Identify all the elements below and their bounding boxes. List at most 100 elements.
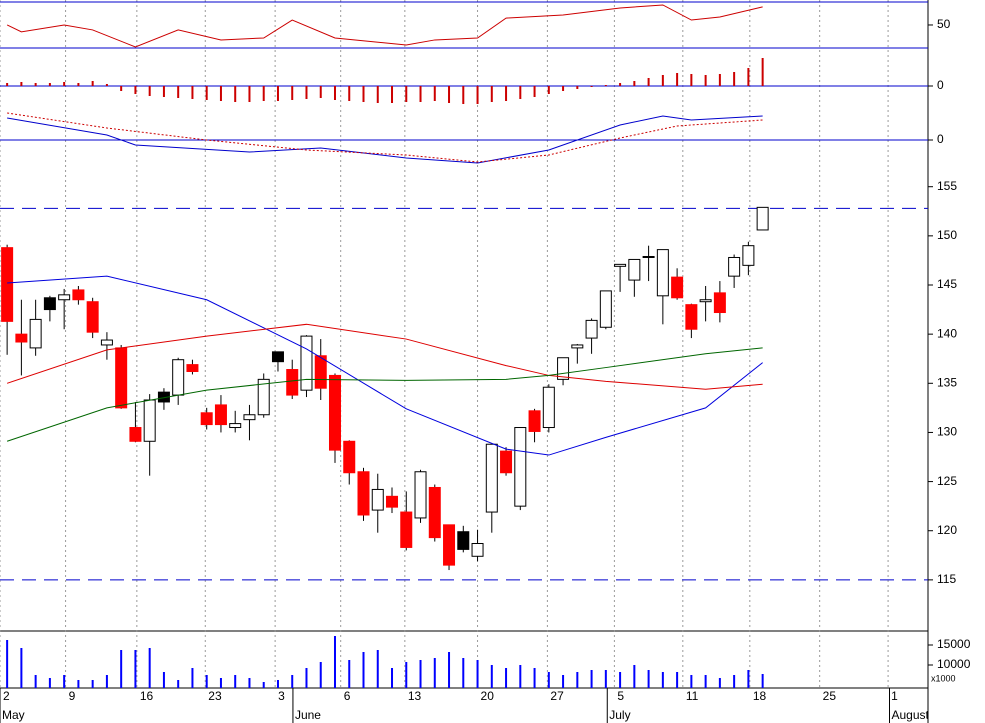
bar: [733, 675, 736, 688]
bar: [248, 86, 251, 102]
bar: [604, 85, 607, 86]
candle-body: [115, 347, 128, 409]
bar: [177, 86, 180, 98]
bar: [48, 83, 51, 86]
candle-body: [200, 412, 213, 426]
bar: [77, 680, 80, 688]
bar: [348, 660, 351, 688]
bar: [291, 86, 294, 100]
bar: [718, 74, 721, 86]
bar: [248, 678, 251, 688]
bar: [562, 86, 565, 91]
bar: [305, 668, 308, 688]
bar: [676, 73, 679, 86]
bar: [6, 640, 9, 688]
bar: [276, 86, 279, 101]
bar: [462, 86, 465, 104]
bar: [462, 658, 465, 688]
bar: [633, 81, 636, 86]
bar: [162, 672, 165, 688]
bar: [647, 670, 650, 688]
bar: [619, 672, 622, 688]
bar: [148, 86, 151, 96]
candle-body: [485, 443, 498, 513]
candle-body: [428, 486, 441, 539]
candle-body: [343, 440, 356, 474]
candle-body: [642, 255, 655, 258]
y-tick-label: 0: [937, 78, 944, 92]
candle-body: [386, 495, 399, 508]
candle-body: [257, 378, 270, 416]
candle-body: [728, 256, 741, 277]
bar: [34, 675, 37, 688]
candle-body: [528, 410, 541, 432]
bar: [191, 668, 194, 688]
series-line: [6, 4, 763, 48]
x-tick-label: 11: [686, 689, 699, 703]
bar: [547, 86, 550, 94]
candle-body: [599, 290, 612, 328]
bar: [305, 86, 308, 99]
bar: [733, 72, 736, 86]
candle-body: [500, 450, 513, 474]
bar: [519, 86, 522, 99]
bar: [690, 675, 693, 688]
candle-body: [58, 294, 71, 301]
x-tick-label: 23: [208, 689, 222, 703]
candle-body: [628, 258, 641, 281]
bar: [576, 86, 579, 89]
candle-body: [43, 297, 56, 311]
bar: [747, 670, 750, 688]
bar: [676, 672, 679, 688]
bar: [547, 672, 550, 688]
candle-body: [671, 276, 684, 299]
bar: [376, 86, 379, 103]
candle-body: [143, 399, 156, 442]
candle-body: [713, 292, 726, 314]
x-tick-label: 2: [3, 689, 10, 703]
bar: [262, 86, 265, 101]
bar: [205, 675, 208, 688]
bar: [333, 86, 336, 100]
bar: [376, 650, 379, 688]
bar: [177, 680, 180, 688]
candle-body: [557, 357, 570, 380]
candle-body: [414, 471, 427, 519]
bar: [205, 86, 208, 100]
candle-body: [656, 249, 669, 297]
bar: [647, 78, 650, 86]
series-line: [6, 347, 763, 442]
candle-body: [514, 427, 527, 507]
candle-body: [86, 301, 99, 333]
bar: [276, 680, 279, 688]
bar: [405, 86, 408, 102]
x-tick-label: 5: [617, 689, 624, 703]
month-label: May: [2, 708, 25, 722]
bar: [362, 652, 365, 688]
candle-body: [300, 335, 313, 391]
bar: [505, 668, 508, 688]
bar: [219, 678, 222, 688]
series-line: [7, 275, 763, 456]
bar: [476, 660, 479, 688]
series-line: [7, 115, 763, 164]
bar: [433, 658, 436, 688]
bar: [718, 678, 721, 688]
y-tick-label: 135: [937, 375, 957, 389]
y-tick-label: 140: [937, 326, 957, 340]
candle-body: [100, 339, 113, 346]
bar: [761, 58, 764, 86]
bar: [761, 674, 764, 688]
bar: [91, 680, 94, 688]
bar: [105, 84, 108, 86]
y-tick-label: 50: [937, 17, 951, 31]
bar: [590, 86, 593, 87]
bar: [633, 665, 636, 688]
month-label: August: [892, 708, 930, 722]
candle-body: [756, 206, 769, 231]
bar: [234, 86, 237, 102]
candle-body: [29, 318, 42, 349]
bar: [48, 678, 51, 688]
bar: [162, 86, 165, 97]
